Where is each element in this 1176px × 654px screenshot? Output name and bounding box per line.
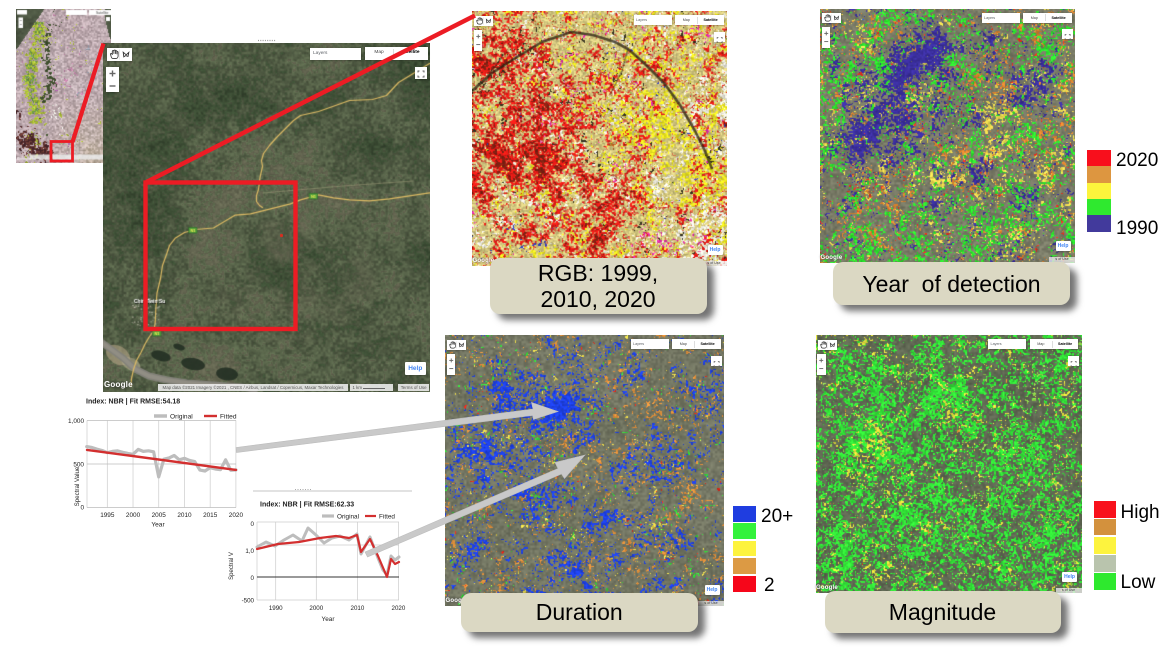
svg-text:Year: Year <box>322 616 336 623</box>
svg-text:0: 0 <box>251 575 255 582</box>
svg-text:1995: 1995 <box>100 512 115 519</box>
svg-text:1,000: 1,000 <box>68 418 84 425</box>
svg-text:2000: 2000 <box>126 512 141 519</box>
svg-text:Fitted: Fitted <box>220 414 237 421</box>
svg-text:Original: Original <box>170 414 193 421</box>
svg-text:2020: 2020 <box>229 512 244 519</box>
svg-text:Spectral V: Spectral V <box>229 552 235 580</box>
svg-text:2000: 2000 <box>309 605 323 612</box>
svg-text:2020: 2020 <box>392 605 406 612</box>
svg-text:1,0: 1,0 <box>245 548 254 555</box>
svg-text:0: 0 <box>251 521 255 528</box>
svg-text:Index: NBR | Fit RMSE:62.33: Index: NBR | Fit RMSE:62.33 <box>260 502 354 509</box>
svg-text:1990: 1990 <box>269 605 283 612</box>
svg-text:2010: 2010 <box>351 605 365 612</box>
svg-text:Year: Year <box>151 522 165 529</box>
svg-text:-500: -500 <box>242 598 255 605</box>
svg-text:Index: NBR | Fit RMSE:54.18: Index: NBR | Fit RMSE:54.18 <box>86 399 180 406</box>
svg-text:2015: 2015 <box>203 512 218 519</box>
svg-text:0: 0 <box>80 505 84 512</box>
svg-text:2005: 2005 <box>152 512 167 519</box>
svg-text:Spectral Value: Spectral Value <box>74 466 81 506</box>
svg-text:500: 500 <box>73 462 84 469</box>
svg-text:Original: Original <box>337 514 359 521</box>
svg-text:Fitted: Fitted <box>379 514 395 521</box>
svg-text:2010: 2010 <box>177 512 192 519</box>
